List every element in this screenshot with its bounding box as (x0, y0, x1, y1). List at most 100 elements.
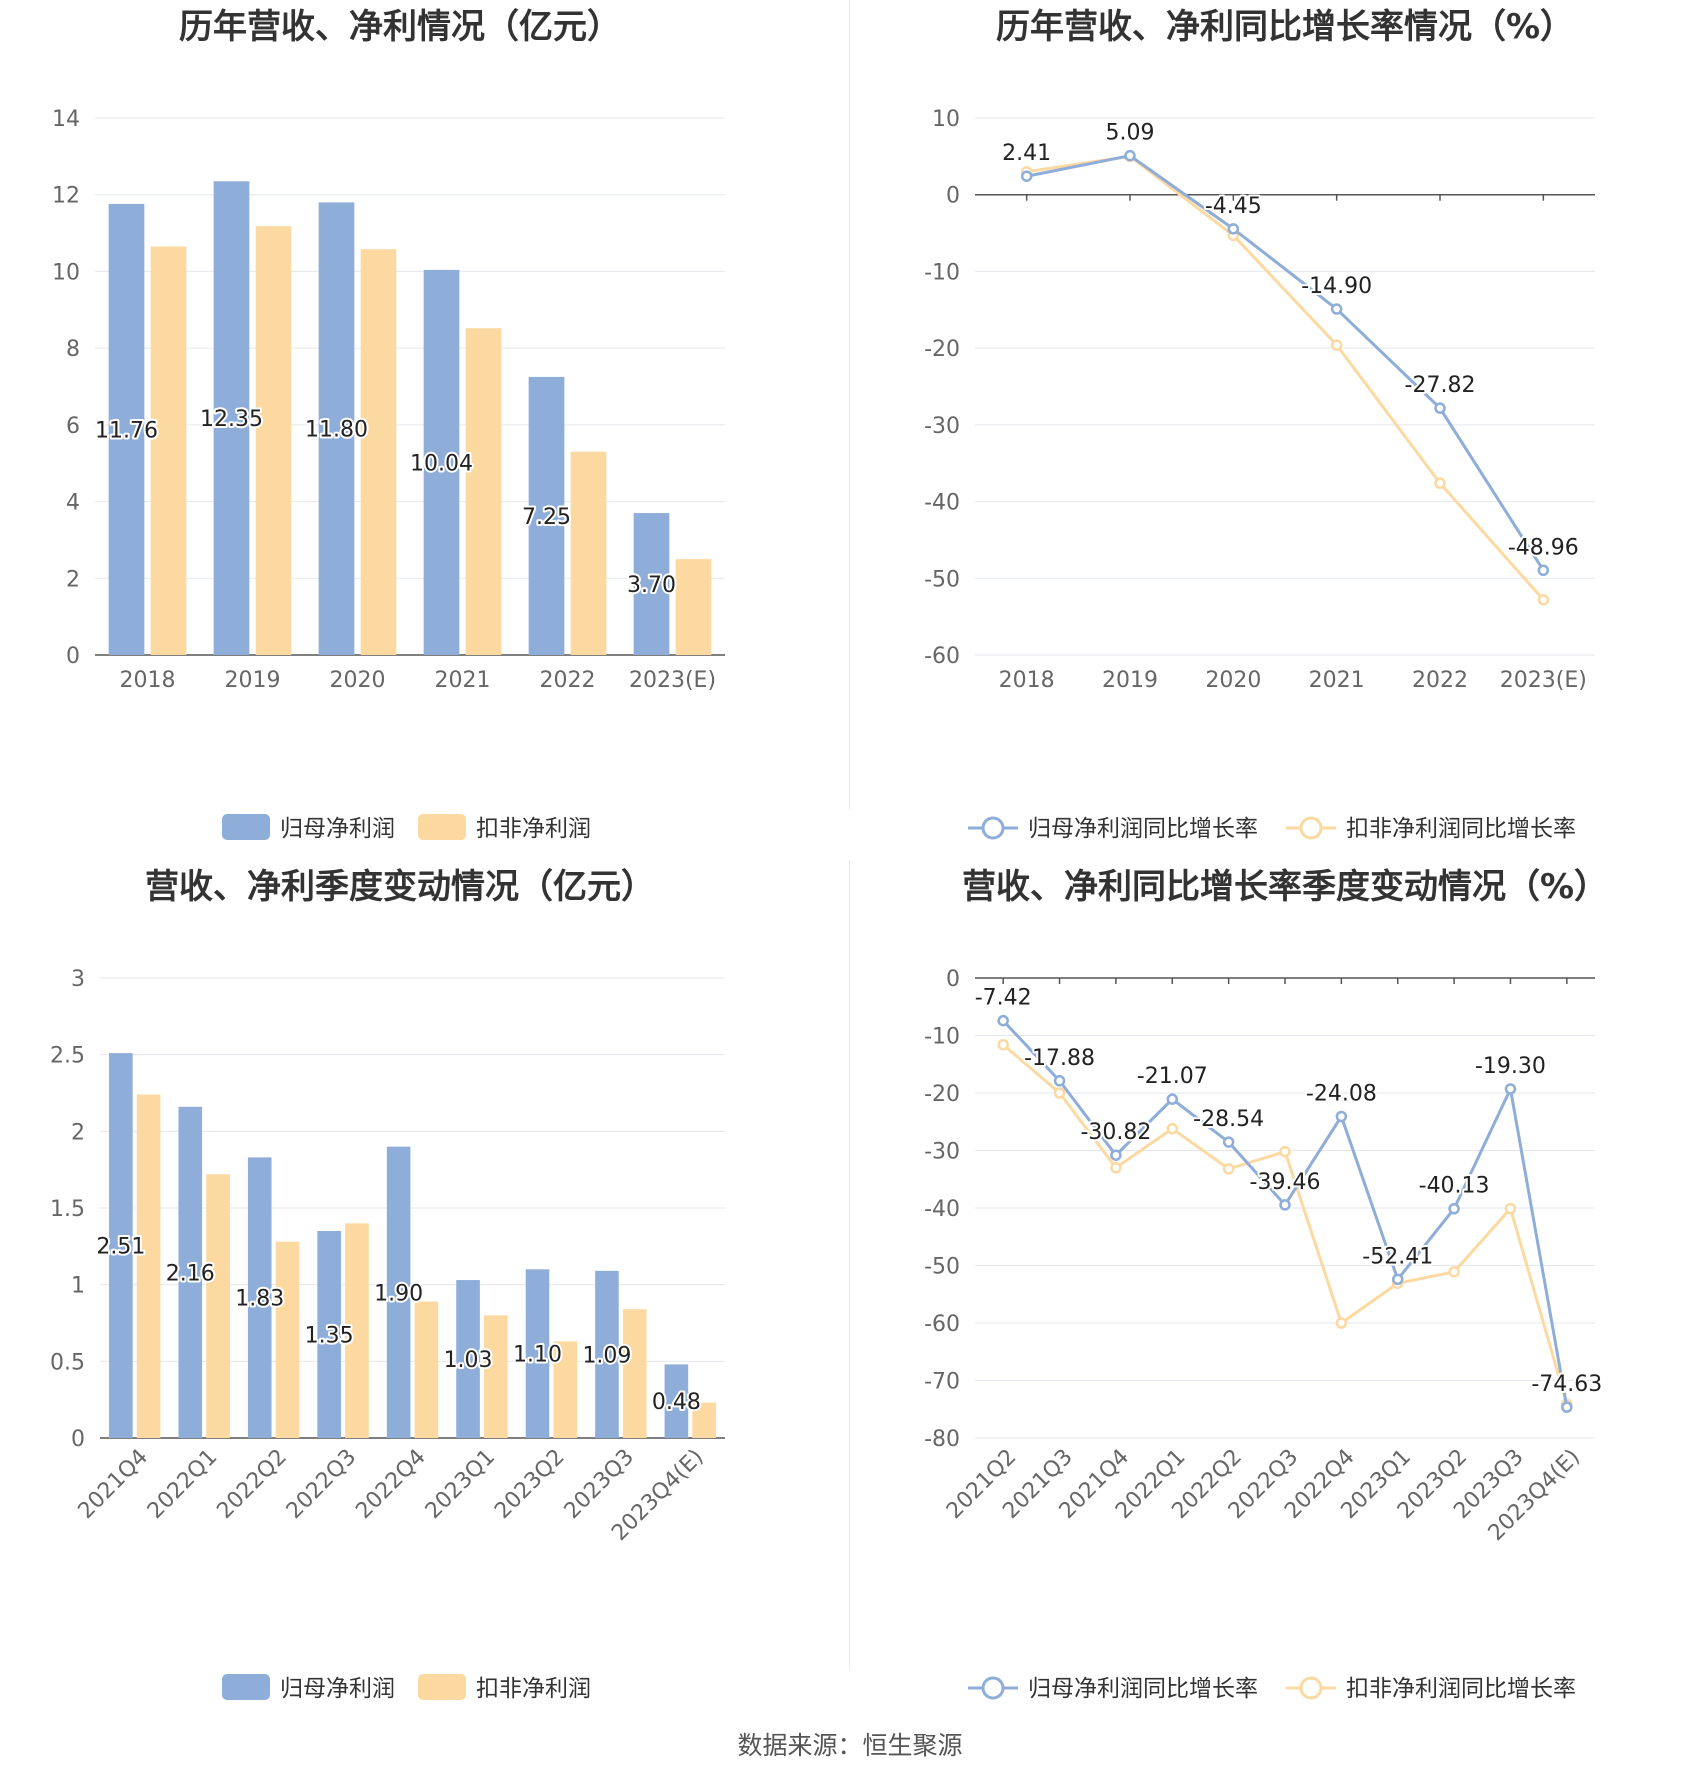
data-point (997, 1038, 1009, 1051)
chart-title: 营收、净利季度变动情况（亿元） (145, 867, 655, 907)
x-tick-label: 2020 (330, 668, 386, 693)
data-point (1391, 1273, 1404, 1286)
data-label: 1.83 (235, 1287, 284, 1312)
bar-deducted-net-profit (136, 1094, 161, 1438)
data-label: 11.80 (305, 418, 368, 443)
y-tick-label: 1.5 (50, 1197, 85, 1222)
y-tick-label: 10 (932, 107, 960, 132)
x-tick-label: 2023(E) (629, 668, 716, 693)
legend-label: 归母净利润同比增长率 (1028, 816, 1258, 842)
bar-net-profit (525, 1269, 550, 1438)
chart-annual-profit-svg: 历年营收、净利情况（亿元） 0 2 4 6 8 10 12 14 2018 2019 2020 2021… (52, 7, 725, 842)
y-tick-label: 2 (66, 567, 80, 592)
data-point (1053, 1075, 1066, 1087)
series-line-deducted-growth (1002, 1043, 1569, 1405)
data-label: -27.82 (1405, 373, 1476, 398)
data-point (1222, 1136, 1235, 1148)
y-tick-label: 4 (66, 491, 80, 516)
y-tick-label: -80 (924, 1427, 960, 1452)
panel-divider-bottom (849, 860, 850, 1670)
x-tick-label: 2023Q1 (421, 1445, 500, 1524)
bar-net-profit (456, 1280, 480, 1438)
legend-marker (981, 1676, 1005, 1700)
chart-title: 历年营收、净利情况（亿元） (179, 7, 621, 47)
chart-quarterly-growth: 营收、净利同比增长率季度变动情况（%） -80 -70 -60 -50 -40 -30 -20… (850, 860, 1700, 1720)
y-tick-label: 3 (71, 967, 85, 992)
data-point (1504, 1083, 1517, 1095)
data-point (1330, 339, 1343, 351)
bar-net-profit (108, 203, 145, 656)
data-point (1335, 1317, 1348, 1329)
y-tick-label: -30 (924, 414, 960, 439)
y-tick-label: 0 (66, 644, 80, 669)
data-point (1537, 594, 1550, 606)
data-label: -30.82 (1080, 1120, 1151, 1145)
data-point (1124, 149, 1136, 162)
bar-net-profit (528, 376, 565, 655)
y-tick-label: 12 (52, 184, 80, 209)
bar-deducted-net-profit (414, 1301, 439, 1438)
data-label: -39.46 (1250, 1170, 1321, 1195)
legend-label: 扣非净利润同比增长率 (1346, 1676, 1576, 1702)
bar-net-profit (247, 1157, 272, 1438)
x-tick-label: 2022Q2 (212, 1445, 291, 1524)
x-tick-label: 2019 (1102, 668, 1158, 693)
x-tick-label: 2018 (120, 668, 176, 693)
chart-annual-profit: 历年营收、净利情况（亿元） 0 2 4 6 8 10 12 14 2018 2019 2020 2021… (0, 0, 850, 860)
bar-net-profit (317, 1231, 341, 1438)
data-label: 11.76 (95, 418, 158, 443)
data-label: 1.09 (582, 1343, 631, 1368)
data-label: -21.07 (1137, 1064, 1208, 1089)
bar-deducted-net-profit (255, 226, 292, 655)
y-tick-label: -60 (924, 1312, 960, 1337)
x-tick-label: 2021 (1309, 668, 1365, 693)
bar-deducted-net-profit (622, 1309, 647, 1438)
data-point (1504, 1202, 1517, 1215)
y-tick-label: 8 (66, 337, 80, 362)
legend-swatch (222, 814, 270, 840)
data-point (1227, 223, 1240, 235)
bar-net-profit (386, 1146, 411, 1438)
data-point (1279, 1199, 1291, 1211)
bar-deducted-net-profit (675, 559, 712, 655)
chart-quarterly-growth-svg: 营收、净利同比增长率季度变动情况（%） -80 -70 -60 -50 -40 -30 -20… (924, 867, 1608, 1702)
legend-swatch (222, 1674, 270, 1700)
legend-label: 归母净利润 (280, 1676, 395, 1702)
data-point (997, 1014, 1009, 1027)
bar-deducted-net-profit (360, 249, 397, 655)
chart-annual-growth-svg: 历年营收、净利同比增长率情况（%） -60 -50 -40 -30 -20 -10 0 10 20… (924, 7, 1595, 842)
y-tick-label: 2 (71, 1120, 85, 1145)
data-label: 0.48 (652, 1390, 701, 1415)
legend-swatch (418, 1674, 466, 1700)
bar-deducted-net-profit (275, 1241, 300, 1438)
x-tick-label: 2018 (999, 668, 1055, 693)
bar-deducted-net-profit (570, 451, 607, 655)
data-point (1166, 1093, 1179, 1105)
bar-deducted-net-profit (345, 1223, 369, 1438)
data-label: 2.16 (166, 1261, 215, 1286)
data-point (1222, 1163, 1235, 1175)
y-tick-label: -20 (924, 337, 960, 362)
y-tick-label: 1 (71, 1274, 85, 1299)
x-tick-label: 2021Q4 (74, 1445, 153, 1524)
data-point (1020, 170, 1033, 182)
y-tick-label: -70 (924, 1370, 960, 1395)
data-point (1561, 1401, 1573, 1413)
y-tick-label: -20 (924, 1082, 960, 1107)
chart-quarterly-profit-svg: 营收、净利季度变动情况（亿元） 0 0.5 1 1.5 2 2.5 3 2021Q42022Q1… (50, 867, 725, 1702)
y-tick-label: 0 (71, 1427, 85, 1452)
data-point (1434, 477, 1446, 489)
y-tick-label: -50 (924, 1255, 960, 1280)
legend-marker (981, 816, 1005, 840)
data-label: -14.90 (1301, 274, 1372, 299)
legend-label: 归母净利润同比增长率 (1028, 1676, 1258, 1702)
data-label: -24.08 (1306, 1081, 1377, 1106)
bar-net-profit (213, 181, 250, 655)
series-line-net-profit-growth (1026, 154, 1545, 572)
y-tick-label: 14 (52, 107, 80, 132)
panel-divider-top (849, 0, 850, 810)
legend-label: 扣非净利润 (476, 1676, 591, 1702)
data-label: 1.03 (444, 1348, 493, 1373)
data-label: 1.35 (305, 1324, 354, 1349)
data-label: 3.70 (627, 573, 676, 598)
